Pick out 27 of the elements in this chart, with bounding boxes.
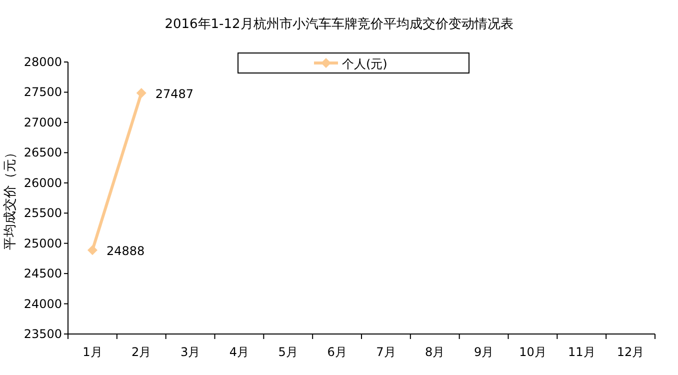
x-tick-label: 5月 [278,345,298,359]
data-label: 24888 [106,244,145,258]
x-tick-label: 6月 [327,345,347,359]
x-tick-label: 12月 [616,345,644,359]
chart-title: 2016年1-12月杭州市小汽车车牌竞价平均成交价变动情况表 [164,16,514,32]
x-tick-label: 2月 [132,345,152,359]
y-tick-label: 24000 [24,296,62,311]
x-tick-label: 9月 [474,345,494,359]
data-label: 27487 [155,87,194,102]
x-tick-label: 3月 [180,345,200,359]
y-tick-label: 24500 [24,266,62,281]
legend-label: 个人(元) [342,57,388,71]
y-tick-label: 26500 [24,146,62,160]
y-tick-label: 27500 [24,85,62,100]
x-tick-label: 4月 [229,345,250,359]
y-tick-label: 27000 [24,115,62,130]
y-tick-label: 28000 [24,55,62,69]
x-tick-label: 10月 [519,345,546,359]
y-tick-label: 25000 [24,236,62,250]
x-tick-label: 11月 [568,345,596,359]
y-tick-label: 25500 [24,206,62,220]
y-axis-title: 平均成交价（元） [2,146,18,250]
y-tick-label: 26000 [24,176,62,190]
x-tick-label: 1月 [82,345,102,359]
y-tick-label: 23500 [24,327,62,341]
x-tick-label: 7月 [376,345,396,359]
x-tick-label: 8月 [425,345,445,359]
